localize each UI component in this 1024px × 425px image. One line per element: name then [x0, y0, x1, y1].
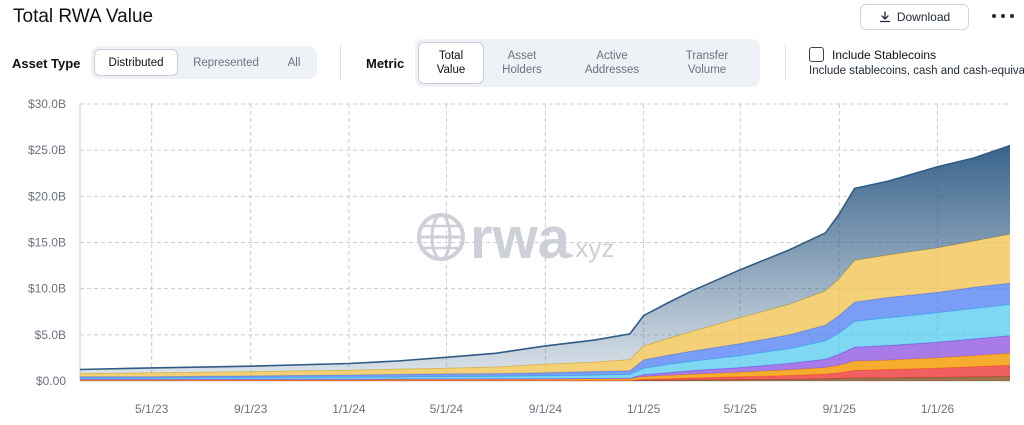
asset-type-distributed[interactable]: Distributed [94, 49, 178, 76]
area-series-4 [80, 304, 1010, 380]
area-series-2 [80, 353, 1010, 381]
rwa-value-chart: rwa .xyz $0.00 $5.0B $10.0B $15.0B $20.0B $25… [28, 97, 1011, 416]
download-icon [879, 11, 890, 23]
area-series-0 [80, 376, 1010, 381]
chart-areas [79, 144, 1011, 381]
area-series-6 [80, 234, 1010, 377]
metric-asset-holders[interactable]: Asset Holders [502, 50, 542, 76]
page-title: Total RWA Value [13, 6, 154, 27]
asset-type-selector: Distributed Represented All [91, 46, 317, 79]
include-stablecoins-label: Include Stablecoins [832, 48, 937, 62]
area-series-3 [80, 335, 1010, 380]
x-tick-label: 5/1/23 [135, 402, 169, 416]
chart-grid [79, 103, 1010, 382]
metric-selector: Total Value Asset Holders Active Address… [415, 39, 760, 87]
asset-type-represented[interactable]: Represented [193, 56, 259, 69]
x-tick-label: 1/1/25 [627, 402, 661, 416]
x-tick-label: 1/1/26 [921, 402, 955, 416]
metric-transfer-volume[interactable]: Transfer Volume [685, 50, 729, 76]
area-series-4-line [79, 303, 1011, 379]
x-tick-label: 9/1/24 [529, 402, 563, 416]
metric-label: Metric [366, 56, 405, 71]
download-button[interactable]: Download [860, 4, 969, 30]
area-series-1 [80, 365, 1010, 381]
area-series-7 [80, 145, 1010, 374]
y-tick-label: $30.0B [28, 97, 66, 111]
asset-type-all[interactable]: All [287, 56, 301, 69]
y-tick-label: $0.00 [36, 374, 66, 388]
rwa-watermark: rwa .xyz [417, 206, 614, 271]
include-stablecoins-description: Include stablecoins, cash and cash-equiv… [809, 65, 1024, 77]
x-tick-label: 5/1/24 [430, 402, 464, 416]
include-stablecoins-checkbox[interactable] [809, 47, 824, 62]
y-tick-label: $20.0B [28, 189, 66, 203]
download-label: Download [896, 10, 951, 24]
globe-icon [417, 213, 465, 261]
x-tick-label: 9/1/23 [234, 402, 268, 416]
watermark-suffix: .xyz [568, 233, 614, 263]
area-series-7-line [79, 144, 1011, 371]
y-tick-label: $5.0B [35, 328, 66, 342]
divider [785, 44, 786, 80]
x-tick-label: 9/1/25 [823, 402, 857, 416]
x-tick-label: 1/1/24 [332, 402, 366, 416]
y-tick-label: $15.0B [28, 236, 66, 250]
asset-type-label: Asset Type [12, 56, 81, 71]
x-tick-label: 5/1/25 [724, 402, 758, 416]
y-tick-label: $10.0B [28, 282, 66, 296]
more-options-icon[interactable] [992, 8, 1014, 24]
area-series-5 [80, 283, 1010, 379]
y-tick-label: $25.0B [28, 143, 66, 157]
divider [340, 44, 341, 80]
metric-total-value[interactable]: Total Value [418, 42, 484, 84]
chart-axes: $0.00 $5.0B $10.0B $15.0B $20.0B $25.0B $30.0B… [28, 97, 955, 416]
metric-active-addresses[interactable]: Active Addresses [584, 50, 640, 76]
watermark-brand: rwa [470, 206, 571, 271]
